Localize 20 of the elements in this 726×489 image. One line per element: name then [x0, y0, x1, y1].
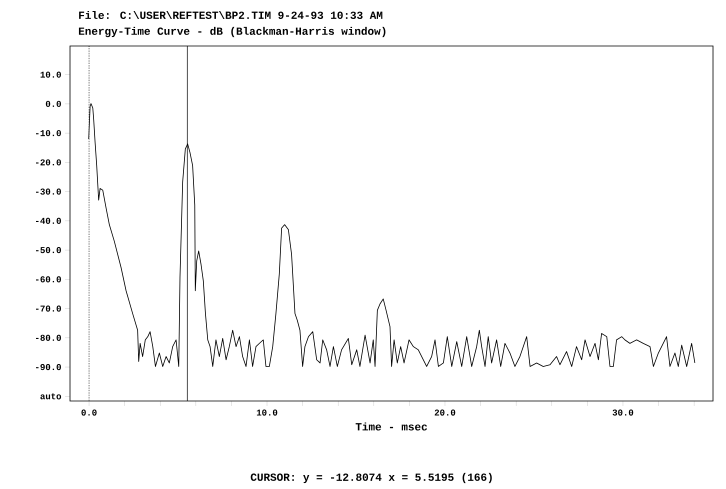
y-tick-label: -90.0 — [36, 364, 61, 370]
x-axis-title: Time - msec — [356, 422, 428, 430]
y-tick-label: 0.0 — [46, 100, 61, 107]
x-tick-label: 0.0 — [81, 410, 97, 416]
y-tick-label: -70.0 — [36, 306, 61, 312]
chart-title: File: C:\USER\REFTEST\BP2.TIM 9-24-93 10:33 AM — [79, 10, 382, 20]
text: CURSOR: y = -12.8074 x = 5.5195 (166) — [250, 472, 492, 484]
y-tick-label: auto — [40, 393, 62, 400]
y-tick-label: -10.0 — [36, 130, 61, 136]
y-tick-label: -40.0 — [36, 218, 61, 224]
chart-subtitle: Energy-Time Curve - dB (Blackman-Harris window) — [78, 26, 386, 38]
y-tick-label: -60.0 — [36, 276, 61, 282]
x-tick-label: 20.0 — [434, 410, 456, 416]
y-tick-label: -50.0 — [36, 247, 61, 254]
y-tick-label: -30.0 — [36, 188, 61, 195]
y-tick-label: -80.0 — [36, 334, 61, 341]
y-tick-label: 10.0 — [40, 72, 61, 78]
y-tick-label: -20.0 — [36, 159, 61, 166]
x-tick-label: 10.0 — [256, 410, 278, 416]
x-tick-label: 30.0 — [612, 410, 634, 416]
